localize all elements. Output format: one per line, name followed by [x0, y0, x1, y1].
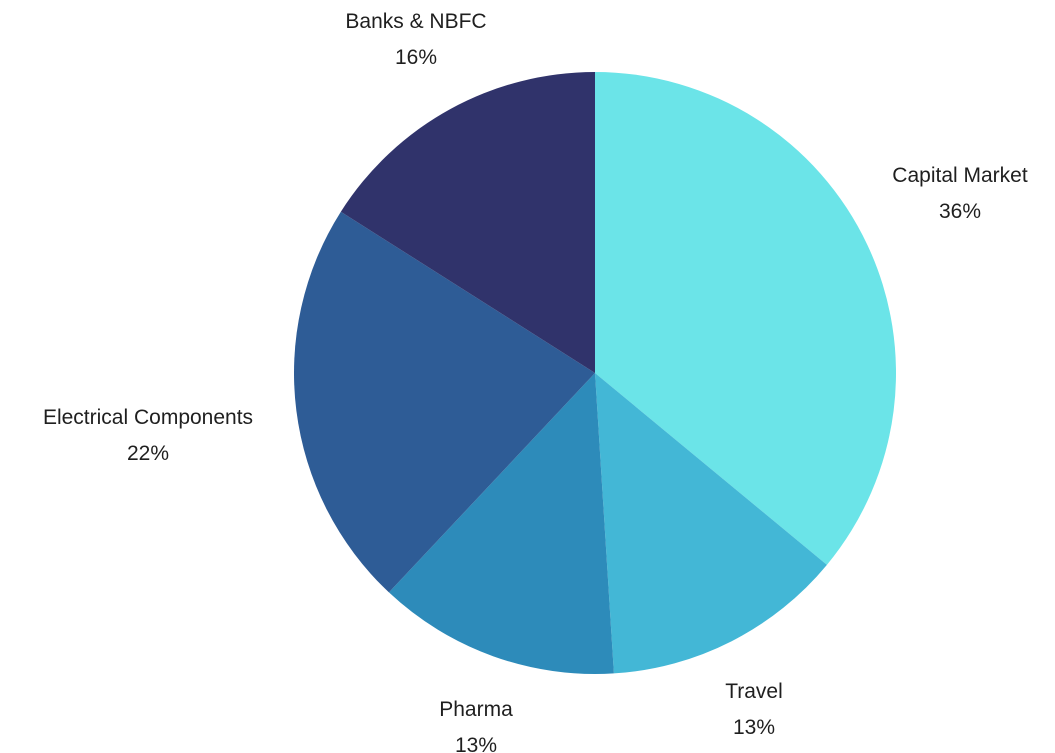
pie-slices — [294, 72, 896, 674]
slice-label: Electrical Components — [43, 406, 253, 429]
slice-percent-label: 16% — [395, 46, 437, 69]
slice-percent-label: 36% — [939, 200, 981, 223]
slice-label: Capital Market — [892, 164, 1028, 187]
pie-slice-electrical-components — [294, 211, 595, 593]
pie-slice-capital-market — [595, 72, 896, 565]
pie-slice-pharma — [388, 373, 614, 674]
slice-percent-label: 22% — [127, 442, 169, 465]
pie-slice-banks-nbfc — [340, 72, 595, 373]
slice-label: Travel — [725, 680, 783, 703]
slice-percent-label: 13% — [733, 716, 775, 739]
slice-label: Pharma — [439, 698, 513, 721]
slice-label: Banks & NBFC — [345, 10, 486, 33]
pie-slice-travel — [595, 373, 827, 674]
pie-labels: Capital Market 36% Travel 13% Pharma 13% Elect… — [43, 10, 1028, 753]
slice-percent-label: 13% — [455, 734, 497, 753]
